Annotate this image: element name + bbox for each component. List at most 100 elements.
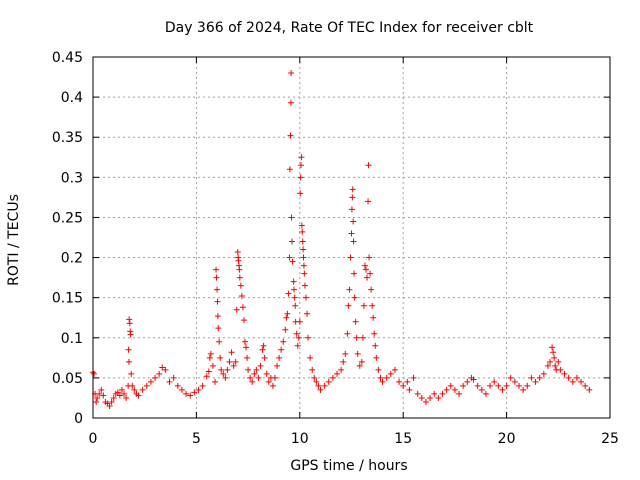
data-point bbox=[578, 378, 585, 385]
data-point bbox=[214, 286, 221, 293]
data-point bbox=[243, 344, 250, 351]
data-point bbox=[238, 293, 245, 300]
data-point bbox=[414, 390, 421, 397]
data-point bbox=[290, 278, 297, 285]
data-point bbox=[199, 382, 206, 389]
y-tick-label: 0.4 bbox=[61, 90, 83, 106]
data-point bbox=[299, 238, 306, 245]
data-point bbox=[532, 378, 539, 385]
data-point bbox=[344, 330, 351, 337]
data-point bbox=[237, 282, 244, 289]
data-point bbox=[234, 248, 241, 255]
data-point bbox=[261, 354, 268, 361]
data-point bbox=[361, 262, 368, 269]
data-point bbox=[400, 382, 407, 389]
data-point bbox=[244, 354, 251, 361]
data-point bbox=[342, 350, 349, 357]
data-point bbox=[257, 362, 264, 369]
data-point bbox=[349, 194, 356, 201]
data-point bbox=[487, 382, 494, 389]
y-tick-label: 0.15 bbox=[52, 291, 83, 307]
data-point bbox=[297, 174, 304, 181]
data-point bbox=[365, 198, 372, 205]
data-point bbox=[298, 154, 305, 161]
data-point bbox=[300, 254, 307, 261]
data-point bbox=[383, 374, 390, 381]
y-axis-label: ROTI / TECUs bbox=[6, 194, 22, 286]
data-point bbox=[358, 358, 365, 365]
data-point bbox=[116, 392, 123, 399]
data-point bbox=[291, 286, 298, 293]
data-point bbox=[203, 373, 210, 380]
data-point bbox=[325, 378, 332, 385]
data-point bbox=[507, 374, 514, 381]
data-point bbox=[470, 376, 477, 383]
x-tick-label: 0 bbox=[89, 431, 98, 447]
data-point bbox=[285, 290, 292, 297]
data-point bbox=[582, 382, 589, 389]
data-point bbox=[292, 302, 299, 309]
data-point bbox=[422, 398, 429, 405]
data-point bbox=[456, 390, 463, 397]
data-point bbox=[368, 286, 375, 293]
data-point bbox=[443, 386, 450, 393]
data-point bbox=[540, 370, 547, 377]
data-point bbox=[520, 386, 527, 393]
y-tick-label: 0.2 bbox=[61, 251, 83, 267]
data-point bbox=[259, 346, 266, 353]
data-point bbox=[274, 362, 281, 369]
data-point bbox=[555, 358, 562, 365]
data-point bbox=[360, 302, 367, 309]
y-tick-label: 0.3 bbox=[61, 170, 83, 186]
data-point bbox=[511, 378, 518, 385]
data-point bbox=[369, 302, 376, 309]
data-point bbox=[251, 370, 258, 377]
data-point bbox=[166, 378, 173, 385]
data-point bbox=[311, 374, 318, 381]
data-point bbox=[152, 374, 159, 381]
data-point bbox=[524, 382, 531, 389]
data-point bbox=[195, 386, 202, 393]
data-point bbox=[300, 246, 307, 253]
ticks: 0 0.05 0.1 0.15 0.2 0.25 0.3 0.35 0.4 0.45 0 5 10 15 2… bbox=[52, 50, 619, 447]
data-point bbox=[247, 374, 254, 381]
y-tick-label: 0.45 bbox=[52, 50, 83, 66]
data-point bbox=[346, 286, 353, 293]
data-point bbox=[340, 358, 347, 365]
data-point bbox=[147, 378, 154, 385]
data-point bbox=[218, 366, 225, 373]
data-point bbox=[241, 338, 248, 345]
data-point bbox=[289, 258, 296, 265]
data-point bbox=[265, 378, 272, 385]
data-point bbox=[174, 382, 181, 389]
data-point bbox=[297, 190, 304, 197]
data-point bbox=[127, 331, 134, 338]
data-point bbox=[128, 370, 135, 377]
data-point bbox=[406, 386, 413, 393]
data-point bbox=[364, 274, 371, 281]
data-point bbox=[100, 392, 107, 399]
data-point bbox=[287, 132, 294, 139]
y-tick-label: 0.35 bbox=[52, 130, 83, 146]
data-point bbox=[499, 386, 506, 393]
y-tick-label: 0.05 bbox=[52, 371, 83, 387]
data-point bbox=[359, 334, 366, 341]
data-point bbox=[298, 222, 305, 229]
data-point bbox=[427, 394, 434, 401]
data-point bbox=[255, 374, 262, 381]
data-point bbox=[317, 386, 324, 393]
data-point bbox=[372, 342, 379, 349]
data-point bbox=[547, 358, 554, 365]
data-point bbox=[215, 325, 222, 332]
data-point bbox=[410, 374, 417, 381]
data-point bbox=[156, 370, 163, 377]
data-point bbox=[106, 402, 113, 409]
data-point bbox=[435, 394, 442, 401]
data-point bbox=[549, 344, 556, 351]
data-point bbox=[303, 294, 310, 301]
data-point bbox=[404, 378, 411, 385]
data-point bbox=[478, 386, 485, 393]
data-point bbox=[391, 366, 398, 373]
data-point bbox=[224, 366, 231, 373]
